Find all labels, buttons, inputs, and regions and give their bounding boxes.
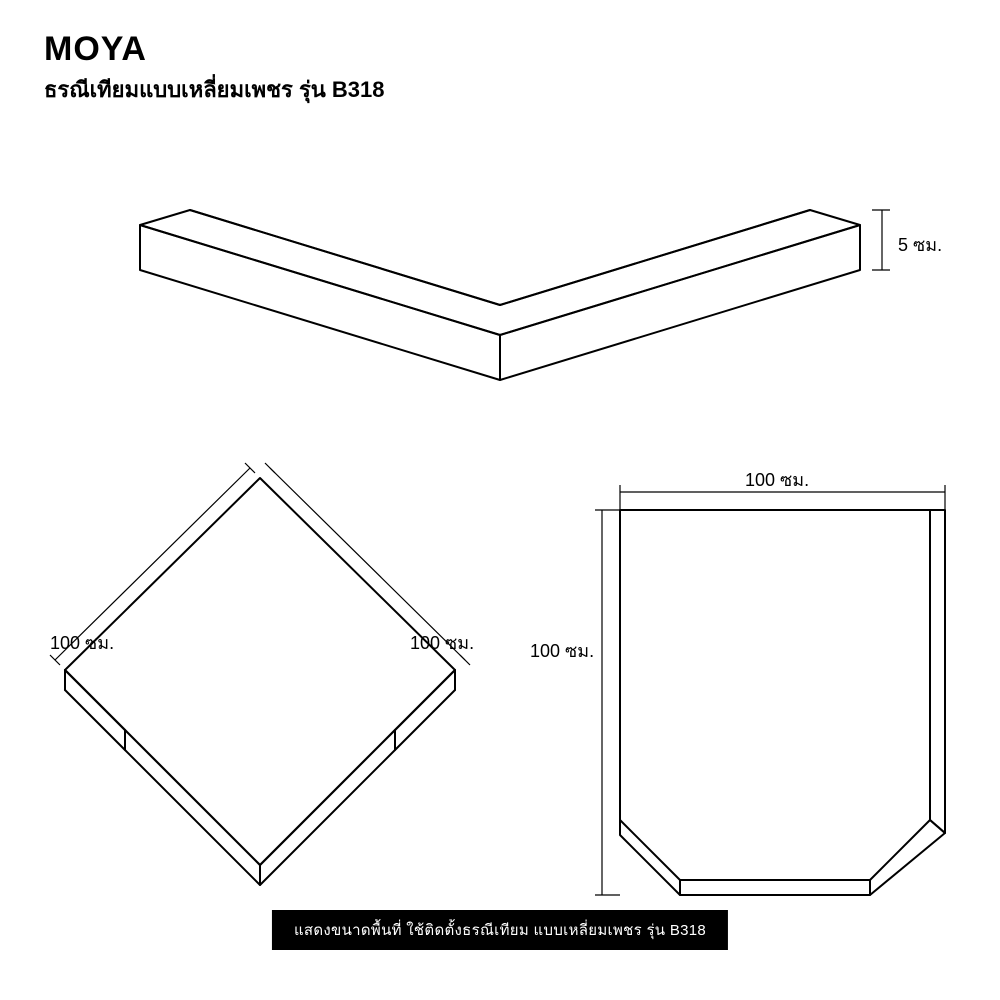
figure-caption: แสดงขนาดพื้นที่ ใช้ติดตั้งธรณีเทียม แบบเ… bbox=[272, 910, 728, 950]
corner-plan-drawing bbox=[0, 0, 1000, 1000]
dim-plan-height: 100 ซม. bbox=[530, 636, 594, 665]
dim-plan-width: 100 ซม. bbox=[745, 465, 809, 494]
